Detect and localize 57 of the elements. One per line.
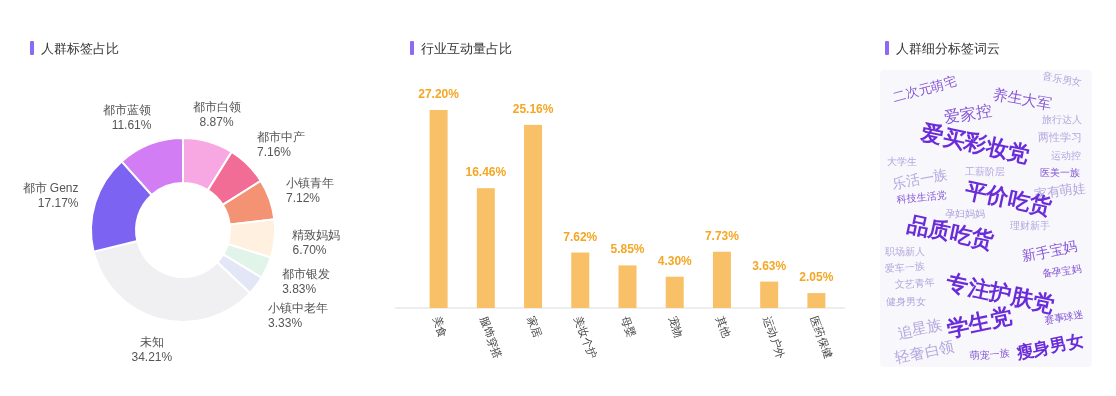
data-label: 7.62% — [563, 229, 598, 244]
slice-label: 小镇青年 — [286, 176, 335, 191]
data-label: 7.12% — [286, 191, 321, 206]
text: 旅行达人 — [1042, 113, 1082, 125]
data-label: 3.83% — [282, 282, 317, 297]
data-label: 27.20% — [418, 87, 460, 101]
x-tick-label: 运动户外 — [761, 314, 788, 361]
text: 备孕宝妈 — [1041, 262, 1083, 280]
slice-label: 未知 — [139, 334, 164, 349]
data-label: 11.61% — [111, 118, 152, 133]
data-label: 7.16% — [257, 145, 292, 160]
data-label: 7.73% — [704, 228, 740, 243]
slice-label: 都市银发 — [282, 267, 331, 282]
chart-title: 人群标签占比 — [41, 41, 119, 56]
x-tick-label: 母婴 — [619, 314, 639, 340]
text: 追星族 — [895, 315, 944, 342]
x-tick-label: 服饰穿搭 — [477, 314, 505, 361]
chart-title: 行业互动量占比 — [421, 41, 512, 56]
text: 新手宝妈 — [1020, 237, 1079, 265]
x-tick-label: 医药保健 — [808, 314, 835, 361]
x-tick-label: 美食 — [430, 314, 450, 340]
slice-label: 都市中产 — [257, 130, 305, 145]
data-label: 3.63% — [752, 258, 787, 273]
slice-label: 精致妈妈 — [292, 228, 341, 243]
data-label: 2.05% — [799, 270, 834, 285]
slice-label: 小镇中老年 — [268, 301, 329, 316]
text: 文艺青年 — [894, 275, 936, 291]
text: 工薪阶层 — [965, 165, 1005, 177]
text: 医美一族 — [1040, 166, 1080, 178]
text: 萌宠一族 — [969, 346, 1011, 362]
data-label: 25.16% — [512, 101, 554, 116]
data-label: 34.21% — [131, 349, 173, 364]
text: 理财新手 — [1010, 219, 1050, 231]
text: 人群细分标签词云 — [896, 41, 1000, 56]
slice-label: 都市蓝领 — [103, 103, 152, 118]
x-tick-label: 宠物 — [666, 314, 686, 340]
text: 瘦身男女 — [1013, 330, 1086, 364]
text: 两性学习 — [1038, 130, 1082, 143]
data-label: 16.46% — [465, 165, 507, 180]
slice-label: 都市白领 — [192, 99, 241, 114]
x-tick-label: 家居 — [525, 314, 544, 340]
text: 大学生 — [887, 155, 917, 167]
text: 爱车一族 — [884, 259, 926, 275]
data-label: 8.87% — [199, 114, 234, 129]
x-tick-label: 其他 — [714, 314, 733, 340]
text: 健身男女 — [886, 295, 926, 307]
text: 运动控 — [1051, 149, 1081, 161]
text: 孕妇妈妈 — [945, 207, 985, 219]
x-tick-label: 美妆个护 — [572, 314, 599, 361]
text: 科技生活党 — [896, 189, 948, 205]
data-label: 3.33% — [268, 316, 303, 331]
data-label: 6.70% — [292, 243, 327, 258]
text: 职场新人 — [885, 245, 925, 257]
data-label: 4.30% — [657, 253, 693, 268]
slice-label: 都市 Genz — [22, 180, 79, 195]
data-label: 5.85% — [610, 242, 645, 257]
data-label: 17.17% — [37, 195, 79, 210]
